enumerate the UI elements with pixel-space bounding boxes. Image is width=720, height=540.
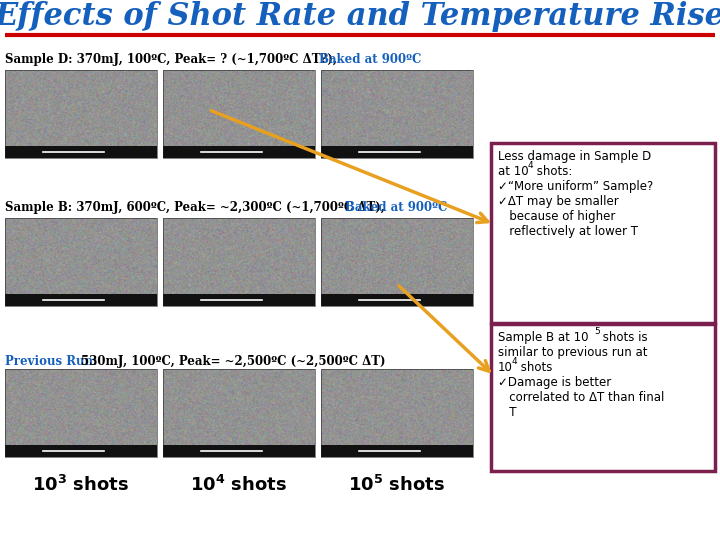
- Text: Previous Run:: Previous Run:: [5, 355, 102, 368]
- Bar: [163, 70, 315, 158]
- Bar: [163, 369, 315, 457]
- Bar: [163, 218, 315, 306]
- Bar: [321, 294, 473, 306]
- Text: similar to previous run at: similar to previous run at: [498, 346, 647, 359]
- Text: ✓“More uniform” Sample?: ✓“More uniform” Sample?: [498, 180, 653, 193]
- Text: T: T: [498, 406, 516, 419]
- Text: ✓Damage is better: ✓Damage is better: [498, 376, 611, 389]
- Text: Less damage in Sample D: Less damage in Sample D: [498, 150, 652, 163]
- Bar: [5, 70, 157, 158]
- Text: 4: 4: [528, 161, 534, 170]
- Bar: [321, 369, 473, 457]
- Text: $\mathbf{10^{3}}$ shots: $\mathbf{10^{3}}$ shots: [32, 475, 130, 495]
- Text: 5: 5: [594, 327, 600, 336]
- FancyBboxPatch shape: [491, 324, 715, 471]
- Text: shots is: shots is: [599, 331, 647, 344]
- Text: Baked at 900ºC: Baked at 900ºC: [319, 53, 421, 66]
- Bar: [163, 294, 315, 306]
- Text: $\mathbf{10^{5}}$ shots: $\mathbf{10^{5}}$ shots: [348, 475, 446, 495]
- Bar: [163, 444, 315, 457]
- Bar: [321, 218, 473, 306]
- Text: shots:: shots:: [533, 165, 572, 178]
- Text: Sample B: 370mJ, 600ºC, Peak= ~2,300ºC (~1,700ºC ΔT),: Sample B: 370mJ, 600ºC, Peak= ~2,300ºC (…: [5, 201, 389, 214]
- Text: correlated to ΔT than final: correlated to ΔT than final: [498, 391, 665, 404]
- Text: 4: 4: [512, 357, 518, 366]
- Text: 530mJ, 100ºC, Peak= ~2,500ºC (~2,500ºC ΔT): 530mJ, 100ºC, Peak= ~2,500ºC (~2,500ºC Δ…: [81, 355, 385, 368]
- Bar: [5, 218, 157, 306]
- Bar: [5, 146, 157, 158]
- Text: 10: 10: [498, 361, 513, 374]
- Text: Sample B at 10: Sample B at 10: [498, 331, 588, 344]
- Text: Baked at 900ºC: Baked at 900ºC: [345, 201, 447, 214]
- Bar: [5, 294, 157, 306]
- Bar: [5, 369, 157, 457]
- Text: shots: shots: [517, 361, 552, 374]
- Text: $\mathbf{10^{4}}$ shots: $\mathbf{10^{4}}$ shots: [191, 475, 287, 495]
- Text: because of higher: because of higher: [498, 210, 616, 223]
- Text: ✓ΔT may be smaller: ✓ΔT may be smaller: [498, 195, 618, 208]
- Text: at 10: at 10: [498, 165, 528, 178]
- Bar: [163, 146, 315, 158]
- Text: Sample D: 370mJ, 100ºC, Peak= ? (~1,700ºC ΔT?),: Sample D: 370mJ, 100ºC, Peak= ? (~1,700º…: [5, 53, 341, 66]
- Text: reflectively at lower T: reflectively at lower T: [498, 225, 638, 238]
- FancyBboxPatch shape: [491, 143, 715, 323]
- Bar: [321, 444, 473, 457]
- Text: Effects of Shot Rate and Temperature Rise: Effects of Shot Rate and Temperature Ris…: [0, 2, 720, 32]
- Bar: [321, 70, 473, 158]
- Bar: [5, 444, 157, 457]
- Bar: [321, 146, 473, 158]
